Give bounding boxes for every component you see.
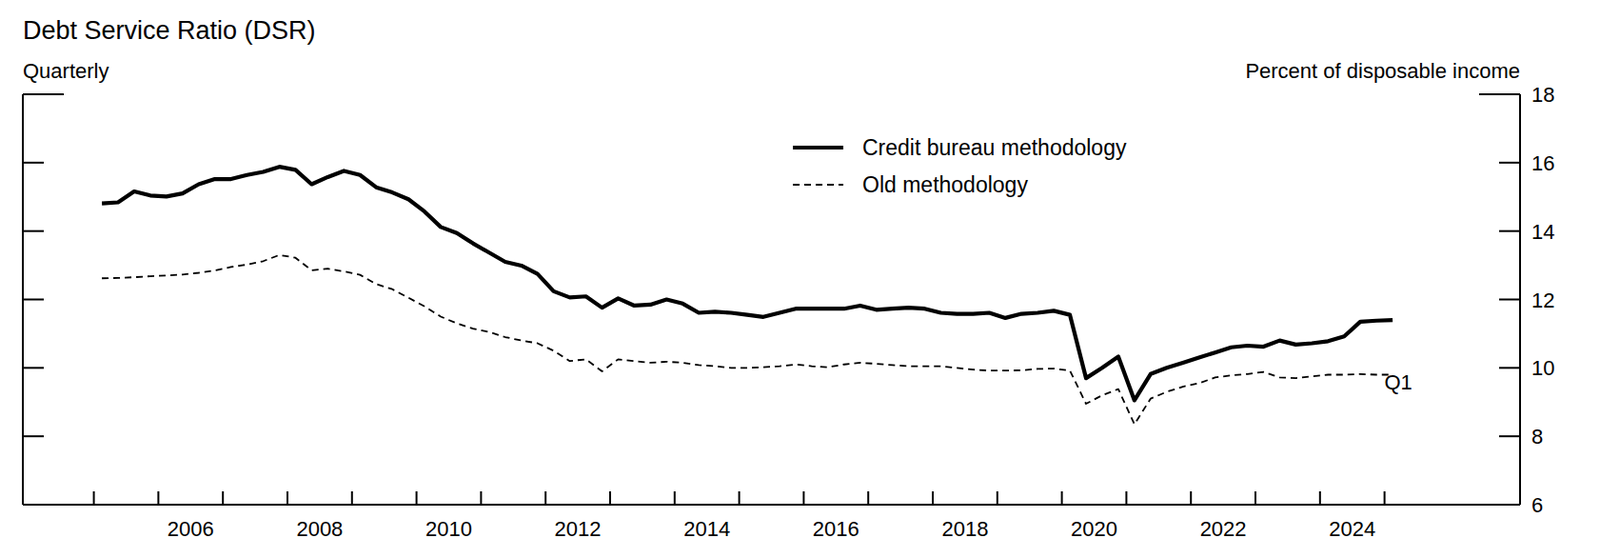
y-tick: [22, 93, 44, 96]
x-tick: [802, 491, 805, 505]
subtitle: Quarterly: [22, 59, 109, 83]
x-tick: [996, 491, 999, 505]
x-tick: [609, 491, 612, 505]
title: Debt Service Ratio (DSR): [22, 16, 317, 45]
y-tick-label: 12: [1531, 288, 1555, 313]
y-tick: [22, 503, 44, 506]
x-tick-label: 2016: [812, 516, 860, 541]
x-tick: [286, 491, 289, 505]
series-line: [101, 166, 1393, 400]
y-tick: [22, 366, 44, 369]
x-tick-label: 2006: [167, 516, 215, 541]
x-tick: [673, 491, 676, 505]
y-tick: [1499, 161, 1521, 164]
y-tick-label: 16: [1531, 151, 1555, 176]
y-tick: [22, 298, 44, 301]
x-tick-label: 2020: [1070, 516, 1118, 541]
x-tick: [157, 491, 159, 505]
x-tick-label: 2022: [1200, 516, 1247, 541]
x-tick: [479, 491, 482, 505]
x-tick: [867, 491, 870, 505]
x-tick-label: 2008: [296, 516, 343, 541]
x-tick-label: 2014: [683, 516, 731, 541]
x-tick: [1319, 491, 1322, 505]
x-axis: [22, 503, 1521, 506]
x-tick: [221, 491, 224, 505]
y-tick: [22, 434, 44, 437]
x-tick: [1061, 491, 1064, 505]
series-line: [101, 255, 1393, 425]
frame-top-left: [22, 93, 64, 96]
x-tick: [738, 491, 741, 505]
x-tick: [931, 491, 934, 505]
chart: Debt Service Ratio (DSR) Quarterly Percent…: [0, 0, 1600, 558]
y-tick: [1499, 503, 1521, 506]
legend-swatch: [792, 145, 844, 150]
y-tick-label: 6: [1531, 493, 1543, 517]
y-axis-label: Percent of disposable income: [1244, 59, 1521, 83]
annotation: Q1: [1383, 370, 1412, 395]
x-tick: [93, 491, 96, 505]
x-tick: [1125, 491, 1127, 505]
x-tick: [1189, 491, 1192, 505]
frame-top-right: [1479, 93, 1521, 96]
y-tick: [1499, 298, 1521, 301]
legend-label: Credit bureau methodology: [862, 135, 1127, 160]
y-tick: [1499, 230, 1521, 233]
x-tick: [351, 491, 354, 505]
y-tick-label: 14: [1531, 219, 1555, 244]
x-tick: [544, 491, 547, 505]
y-tick: [1499, 93, 1521, 96]
x-tick-label: 2024: [1328, 516, 1376, 541]
y-tick: [1499, 434, 1521, 437]
y-tick-label: 8: [1531, 424, 1543, 449]
y-tick: [22, 161, 44, 164]
y-tick: [1499, 366, 1521, 369]
y-tick: [22, 230, 44, 233]
x-tick: [1254, 491, 1257, 505]
frame: [22, 94, 1521, 505]
plot-area: [101, 166, 1393, 424]
y-tick-label: 18: [1531, 82, 1555, 107]
y-tick-label: 10: [1531, 355, 1555, 380]
x-tick-label: 2010: [425, 516, 473, 541]
x-tick: [415, 491, 418, 505]
x-tick-label: 2018: [941, 516, 988, 541]
x-tick: [1383, 491, 1386, 505]
legend-swatch: [792, 183, 844, 186]
x-tick-label: 2012: [554, 516, 602, 541]
legend-label: Old methodology: [862, 172, 1028, 198]
